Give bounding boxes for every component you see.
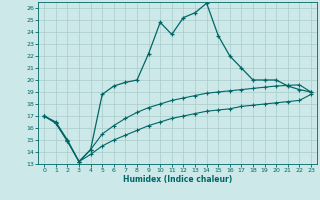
X-axis label: Humidex (Indice chaleur): Humidex (Indice chaleur) [123, 175, 232, 184]
